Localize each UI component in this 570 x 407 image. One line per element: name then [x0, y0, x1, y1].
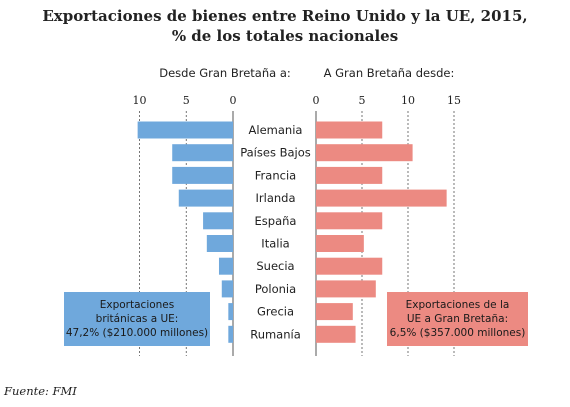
tick-labels: 10 5 0 0 5 10 15	[133, 94, 462, 107]
uk-exports-callout: Exportaciones británicas a UE: 47,2% ($2…	[64, 292, 210, 346]
left-bar	[221, 280, 233, 298]
left-bar	[137, 121, 233, 139]
right-bar	[316, 235, 364, 252]
right-bar	[316, 325, 356, 343]
left-bar	[172, 166, 233, 184]
category-label: Polonia	[255, 282, 296, 296]
right-bar	[316, 166, 383, 184]
eu-exports-callout-line1: Exportaciones de la	[405, 299, 510, 311]
left-bar	[203, 212, 233, 230]
eu-exports-callout-line3: 6,5% ($357.000 millones)	[389, 327, 526, 339]
left-bar	[206, 235, 233, 252]
right-bar	[316, 303, 353, 321]
left-panel-header: Desde Gran Bretaña a:	[159, 66, 291, 80]
uk-exports-callout-line2: británicas a UE:	[95, 313, 179, 325]
right-bar	[316, 144, 413, 162]
source-note: Fuente: FMI	[4, 384, 77, 398]
right-bar	[316, 280, 376, 298]
category-label: Suecia	[256, 259, 294, 273]
left-bar	[178, 189, 233, 207]
uk-exports-callout-line3: 47,2% ($210.000 millones)	[65, 327, 209, 339]
chart-title-line2: % de los totales nacionales	[171, 27, 399, 45]
right-tick-label: 10	[401, 94, 415, 107]
category-label: Grecia	[257, 305, 294, 319]
right-tick-label: 5	[359, 94, 366, 107]
left-bar	[172, 144, 233, 162]
uk-exports-callout-line1: Exportaciones	[99, 299, 175, 311]
left-bar	[218, 257, 233, 275]
category-label: Rumanía	[250, 327, 301, 341]
right-tick-label: 15	[447, 94, 461, 107]
right-bar	[316, 189, 447, 207]
chart-title-line1: Exportaciones de bienes entre Reino Unid…	[42, 7, 528, 25]
bars	[137, 121, 447, 343]
category-label: Alemania	[249, 123, 303, 137]
left-tick-label: 0	[230, 94, 237, 107]
left-tick-label: 10	[133, 94, 147, 107]
right-bar	[316, 121, 383, 139]
eu-exports-callout-line2: UE a Gran Bretaña:	[406, 313, 509, 325]
category-label: Italia	[261, 237, 289, 251]
category-label: Francia	[255, 168, 296, 182]
left-tick-label: 5	[183, 94, 190, 107]
right-tick-label: 0	[313, 94, 320, 107]
category-labels: Alemania Países Bajos Francia Irlanda España…	[240, 123, 311, 341]
right-bar	[316, 257, 383, 275]
category-label: Países Bajos	[240, 146, 311, 160]
category-label: Irlanda	[256, 191, 296, 205]
right-bar	[316, 212, 383, 230]
category-label: España	[255, 214, 297, 228]
left-bar	[228, 325, 233, 343]
left-bar	[228, 303, 233, 321]
chart-title: Exportaciones de bienes entre Reino Unid…	[0, 6, 570, 46]
eu-exports-callout: Exportaciones de la UE a Gran Bretaña: 6…	[387, 292, 528, 346]
right-panel-header: A Gran Bretaña desde:	[324, 66, 455, 80]
